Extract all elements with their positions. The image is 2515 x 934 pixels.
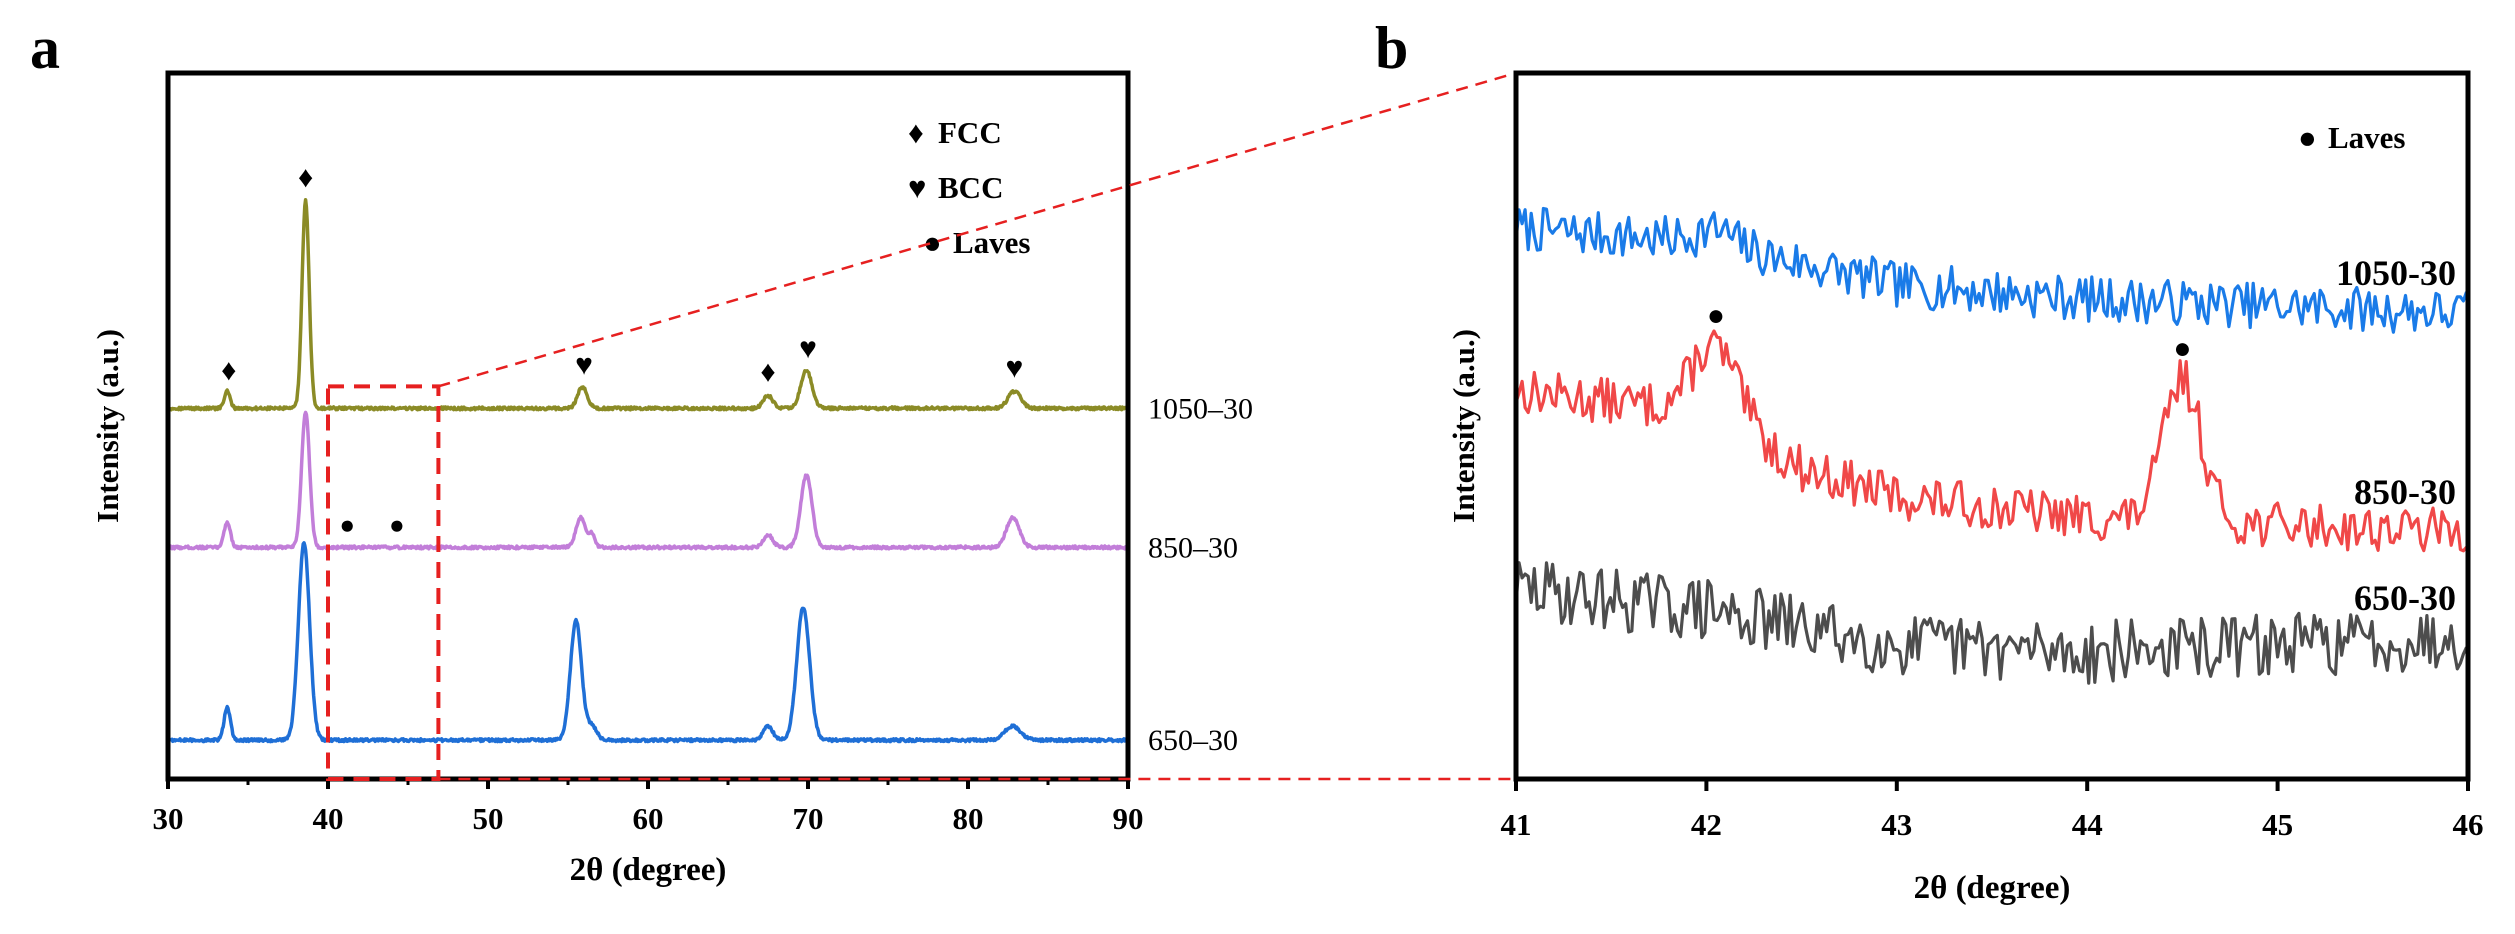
panel-a-xlabel: 2θ (degree) (570, 852, 727, 888)
panel-b-series-850-30 (1514, 329, 2468, 553)
panel-a-peak-marker: ♦ (298, 161, 313, 194)
panel-b-series-650-30 (1514, 561, 2468, 685)
panel-a-legend: ♦ FCC ♥ BCC ● Laves (908, 115, 1031, 260)
panel-a-series-1050–30 (167, 197, 1129, 412)
panel-a-series-label: 850–30 (1148, 531, 1238, 564)
panel-a-xtick-label-40: 40 (313, 801, 344, 836)
panel-a-xtick-label-50: 50 (473, 801, 504, 836)
panel-a-peak-marker: ● (389, 510, 405, 539)
panel-b-series-label: 650-30 (2354, 578, 2456, 618)
panel-a-xtick-label-30: 30 (153, 801, 184, 836)
panel-b-xtick-label-44: 44 (2072, 807, 2103, 842)
panel-b-xlabel: 2θ (degree) (1914, 870, 2071, 906)
panel-a-peak-marker: ♥ (799, 332, 817, 365)
panel-b-xtick-label-42: 42 (1691, 807, 1722, 842)
panel-b-ylabel: Intensity (a.u.) (1446, 329, 1481, 523)
panel-b-series-label: 850-30 (2354, 472, 2456, 512)
panel-a-ylabel: Intensity (a.u.) (90, 329, 125, 523)
panel-a-chart: 30 40 50 60 70 80 90 ♦ ♦ ♥ ♦ ♥ ♥ ● ● 1050–30 850–30 650… (90, 70, 1253, 888)
panel-b-xtick-label-46: 46 (2453, 807, 2484, 842)
legend-bcc-label: BCC (938, 170, 1003, 205)
panel-a-peak-marker: ● (339, 510, 355, 539)
panel-a-xtick-label-90: 90 (1113, 801, 1144, 836)
panel-b-series-label: 1050-30 (2336, 253, 2456, 293)
panel-b-series-1050-30 (1514, 206, 2469, 334)
panel-a-peak-marker: ♦ (221, 354, 236, 387)
legend-fcc-symbol: ♦ (908, 115, 924, 150)
legend-b-laves-label: Laves (2328, 120, 2406, 155)
panel-b-xtick-label-43: 43 (1881, 807, 1912, 842)
legend-fcc-label: FCC (938, 115, 1002, 150)
panel-a-xtick-label-80: 80 (953, 801, 984, 836)
panel-b-letter: b (1375, 15, 1408, 81)
zoom-box (326, 384, 441, 781)
panel-a-series-label: 650–30 (1148, 724, 1238, 757)
panel-a-peak-marker: ♥ (575, 348, 593, 381)
panel-b-xtick-label-45: 45 (2262, 807, 2293, 842)
panel-a-xtick-label-60: 60 (633, 801, 664, 836)
panel-a-letter: a (30, 15, 60, 81)
panel-b-peak-marker: ● (1707, 299, 1725, 332)
legend-laves-symbol: ● (923, 225, 942, 260)
panel-a-xtick-label-70: 70 (793, 801, 824, 836)
panel-a-series-label: 1050–30 (1148, 392, 1253, 425)
legend-b-laves-symbol: ● (2298, 120, 2317, 155)
panel-a-series-850–30 (166, 410, 1130, 551)
zoom-connector-top (438, 71, 1517, 388)
panel-a-peak-marker: ♥ (1005, 351, 1023, 384)
panel-b-xtick-label-41: 41 (1501, 807, 1532, 842)
panel-a-peak-marker: ♦ (760, 356, 775, 389)
panel-b-peak-marker: ● (2173, 332, 2191, 365)
panel-b-chart: 41 42 43 44 45 46 ● ● 1050-30 850-30 650-30 ● La… (1446, 70, 2484, 906)
panel-b-frame (1513, 70, 2471, 782)
legend-bcc-symbol: ♥ (908, 170, 926, 205)
panel-b-legend: ● Laves (2298, 120, 2406, 155)
panel-a-series-650–30 (167, 541, 1130, 744)
legend-laves-label: Laves (953, 225, 1031, 260)
